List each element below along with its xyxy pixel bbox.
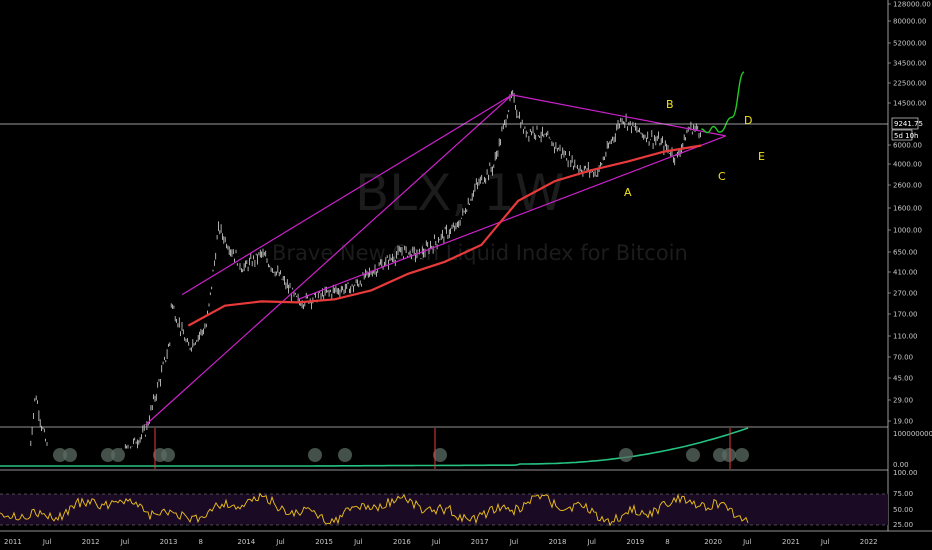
- rsi-tick-label: 100.00: [893, 469, 918, 477]
- rsi-band: [0, 494, 888, 525]
- time-tick-label: 2017: [471, 538, 489, 546]
- time-tick-label: Jul: [742, 538, 752, 546]
- time-tick-label: 2019: [626, 538, 644, 546]
- volume-marker: [338, 448, 352, 462]
- volume-tick-label: 100000000.00: [893, 430, 932, 438]
- price-tick-label: 4000.00: [893, 161, 922, 169]
- price-tick-label: 170.00: [893, 311, 918, 319]
- volume-tick-label: 0.00: [893, 461, 909, 469]
- trendline-2[interactable]: [511, 94, 726, 137]
- price-tick-label: 110.00: [893, 333, 918, 341]
- time-tick-label: 2022: [860, 538, 878, 546]
- price-tick-label: 19.00: [893, 418, 913, 426]
- time-tick-label: 2011: [4, 538, 22, 546]
- volume-marker: [686, 448, 700, 462]
- time-tick-label: Jul: [353, 538, 363, 546]
- volume-marker: [111, 448, 125, 462]
- wave-label-b: B: [666, 98, 674, 111]
- price-tick-label: 128000.00: [893, 1, 931, 9]
- wave-label-d: D: [744, 114, 752, 127]
- volume-axis: 100000000.00 0.00: [893, 430, 932, 469]
- moving-average-line: [187, 144, 702, 327]
- time-tick-label: Jul: [820, 538, 830, 546]
- time-tick-label: 2021: [782, 538, 800, 546]
- time-tick-label: 2014: [237, 538, 255, 546]
- price-tick-label: 6000.00: [893, 142, 922, 150]
- rsi-line: [0, 492, 749, 527]
- time-tick-label: 8: [199, 538, 203, 546]
- watermark-symbol: BLX, 1W: [355, 164, 564, 222]
- projection-line: [701, 71, 745, 134]
- rsi-tick-label: 25.00: [893, 521, 913, 529]
- time-tick-label: Jul: [509, 538, 519, 546]
- price-tick-label: 270.00: [893, 290, 918, 298]
- time-to-close-tag: 5d 10h: [894, 132, 918, 140]
- price-tick-label: 80000.00: [893, 18, 926, 26]
- price-tick-label: 14500.00: [893, 100, 926, 108]
- trendline-3[interactable]: [297, 135, 727, 300]
- price-tick-label: 1000.00: [893, 227, 922, 235]
- volume-marker: [63, 448, 77, 462]
- price-tick-label: 70.00: [893, 354, 913, 362]
- trendline-4[interactable]: [145, 94, 513, 426]
- price-tick-label: 52000.00: [893, 40, 926, 48]
- time-tick-label: 2018: [549, 538, 567, 546]
- time-tick-label: Jul: [587, 538, 597, 546]
- time-axis[interactable]: 2011 Jul 2012 Jul 2013 8 2014 Jul 2015 Jul 2016 Jul…: [4, 538, 878, 546]
- volume-marker: [53, 448, 67, 462]
- rsi-axis: 100.00 75.00 50.00 25.00: [893, 469, 918, 529]
- price-tick-label: 22500.00: [893, 80, 926, 88]
- wave-label-c: C: [718, 170, 726, 183]
- time-tick-label: Jul: [42, 538, 52, 546]
- rsi-tick-label: 75.00: [893, 490, 913, 498]
- time-tick-label: 8: [665, 538, 669, 546]
- price-tick-label: 29.00: [893, 397, 913, 405]
- price-tick-label: 34500.00: [893, 60, 926, 68]
- time-tick-label: Jul: [431, 538, 441, 546]
- price-axis[interactable]: 128000.00 80000.00 52000.00 34500.00 22500.0…: [888, 1, 931, 426]
- volume-marker: [619, 448, 633, 462]
- time-tick-label: Jul: [120, 538, 130, 546]
- time-tick-label: 2012: [82, 538, 100, 546]
- volume-marker: [161, 448, 175, 462]
- price-tick-label: 650.00: [893, 249, 918, 257]
- wave-label-a: A: [624, 186, 632, 199]
- time-tick-label: 2013: [160, 538, 178, 546]
- volume-marker: [433, 448, 447, 462]
- time-tick-label: 2020: [704, 538, 722, 546]
- price-tick-label: 1600.00: [893, 205, 922, 213]
- volume-marker: [735, 448, 749, 462]
- price-tick-label: 45.00: [893, 375, 913, 383]
- volume-marker: [722, 448, 736, 462]
- time-tick-label: 2016: [393, 538, 411, 546]
- price-tick-label: 2600.00: [893, 182, 922, 190]
- current-price-tag: 9241.75: [894, 120, 923, 128]
- volume-marker: [308, 448, 322, 462]
- triangle-trendlines: [145, 94, 727, 426]
- time-to-close-tag-bg: [891, 129, 913, 141]
- wave-label-e: E: [758, 150, 765, 163]
- time-tick-label: 2015: [315, 538, 333, 546]
- current-price-tag-bg: [891, 117, 919, 130]
- trendline-1[interactable]: [181, 94, 513, 296]
- price-tick-label: 410.00: [893, 269, 918, 277]
- time-tick-label: Jul: [275, 538, 285, 546]
- rsi-tick-label: 50.00: [893, 506, 913, 514]
- volume-pane: [0, 427, 749, 469]
- volume-marker: [101, 448, 115, 462]
